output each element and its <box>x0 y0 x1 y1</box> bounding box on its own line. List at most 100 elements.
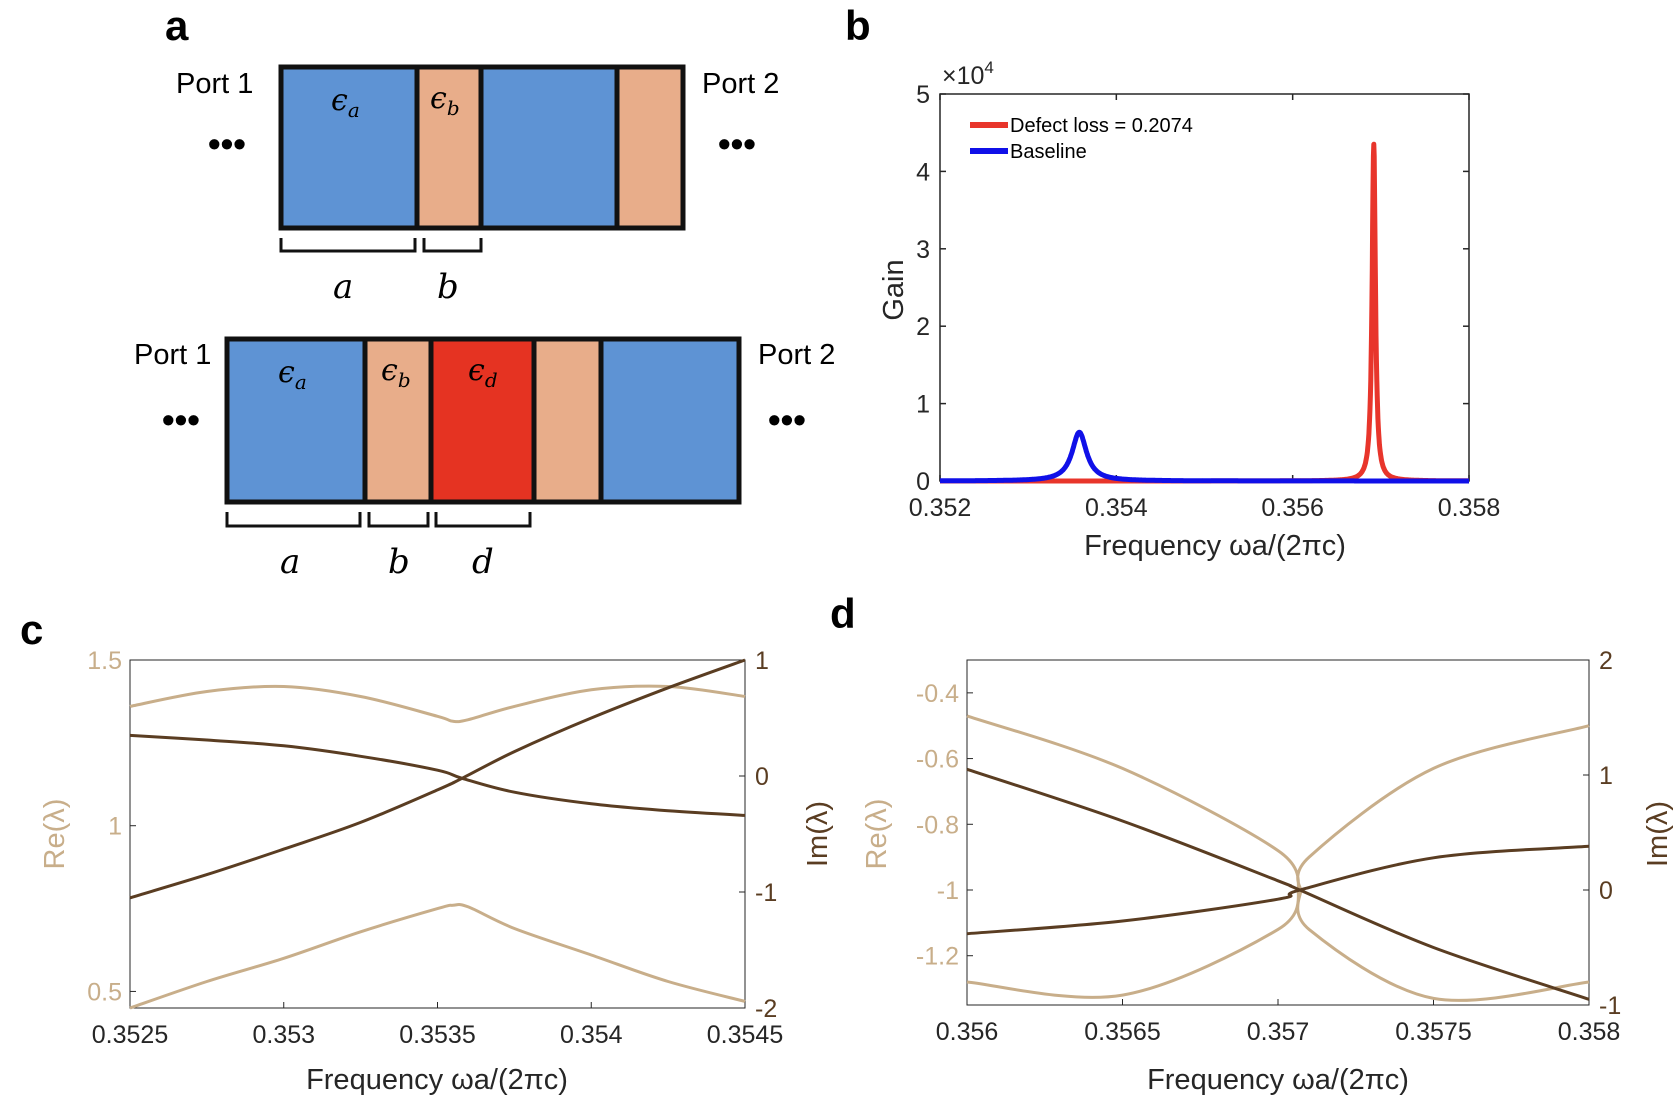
chart-c-ytick-right-label: -2 <box>755 995 777 1023</box>
chart-c-ytick-left-label: 0.5 <box>87 978 122 1006</box>
chart-d-ytick-right-label: -1 <box>1599 992 1621 1020</box>
panel-c: c 0.3525 0.353 0.3535 0.354 0.3545 0.5 1 1.5 -2 -… <box>20 606 834 1096</box>
layer-b-1-bottom <box>362 336 434 505</box>
bracket-a-bottom <box>225 512 362 528</box>
layer-a-2-top <box>478 64 620 231</box>
chart-d-re-series-1 <box>966 714 1590 892</box>
layer-b-2-bottom <box>531 336 604 505</box>
panel-b: b 0.352 0.354 0.356 0.358 0 1 2 3 4 5 ×104 Freque… <box>845 2 1500 562</box>
chart-d-im-series-2 <box>966 844 1590 936</box>
chart-d-ytick-left-label: -0.8 <box>916 811 959 839</box>
panel-a: a Port 1 Port 2 ••• ••• ϵa ϵb a b Port 1… <box>134 2 835 582</box>
chart-d-ylabel-right: Im(λ) <box>1642 801 1674 867</box>
layer-b-1-top <box>414 64 484 231</box>
dim-a-bottom: a <box>280 542 300 582</box>
bracket-d-bottom <box>434 512 532 528</box>
chart-b-series <box>937 141 1472 484</box>
panel-letter-d: d <box>830 590 856 637</box>
panel-letter-c: c <box>20 606 43 653</box>
chart-d-series <box>966 714 1590 1002</box>
chart-d-ylabel-left: Re(λ) <box>861 799 893 870</box>
chart-c-ytick-left-label: 1.5 <box>87 647 122 675</box>
chart-b-ylabel: Gain <box>878 259 910 320</box>
port-2-top-label: Port 2 <box>702 68 779 100</box>
chart-d-im-series-1 <box>966 767 1590 1001</box>
chart-d-xtick-label: 0.356 <box>936 1018 999 1046</box>
chart-c-ytick-right-label: 0 <box>755 763 769 791</box>
chart-c-axes-box <box>129 659 746 1009</box>
legend-label-defect: Defect loss = 0.2074 <box>1010 115 1193 137</box>
dots-right-top: ••• <box>718 123 756 164</box>
chart-d-ytick-left-label: -0.6 <box>916 746 959 774</box>
port-2-bottom-label: Port 2 <box>758 339 835 371</box>
chart-c-ytick-right-label: -1 <box>755 879 777 907</box>
chart-b-xtick-label: 0.358 <box>1438 494 1501 522</box>
chart-c-xtick-label: 0.354 <box>560 1021 623 1049</box>
dim-b-top: b <box>437 267 459 307</box>
chart-d-xtick-label: 0.358 <box>1558 1018 1621 1046</box>
chart-d-ytick-right-label: 2 <box>1599 647 1613 675</box>
dots-left-bottom: ••• <box>162 399 200 440</box>
chart-c-re-series-2 <box>129 903 746 1010</box>
chart-c-ytick-left-label: 1 <box>108 813 122 841</box>
chart-d-ytick-right-label: 0 <box>1599 877 1613 905</box>
eps-d-bottom: ϵd <box>468 353 498 392</box>
chart-c-series <box>129 658 746 1010</box>
chart-b-xtick-label: 0.354 <box>1085 494 1148 522</box>
chart-c-ylabel-left: Re(λ) <box>39 799 71 870</box>
chart-c-re-series-1 <box>129 684 746 724</box>
chart-c-xtick-label: 0.3545 <box>707 1021 783 1049</box>
bracket-b-top <box>422 238 483 253</box>
chart-b-exponent: ×104 <box>942 58 994 90</box>
chart-d-xtick-label: 0.3565 <box>1084 1018 1160 1046</box>
eps-a-bottom: ϵa <box>278 355 307 394</box>
chart-b-xtick-label: 0.356 <box>1261 494 1324 522</box>
panel-d: d 0.356 0.3565 0.357 0.3575 0.358 -0.4 -0.6 -0.… <box>830 590 1674 1096</box>
chart-c-xtick-label: 0.3535 <box>399 1021 475 1049</box>
chart-d-ytick-left-label: -0.4 <box>916 680 959 708</box>
chart-d-ytick-left-label: -1 <box>937 877 959 905</box>
dim-b-bottom: b <box>388 542 410 582</box>
chart-c-im-series-1 <box>129 733 746 817</box>
layer-a-1-top <box>278 64 420 231</box>
chart-d-xtick-label: 0.357 <box>1247 1018 1310 1046</box>
series-baseline <box>937 429 1472 484</box>
series-defect-loss <box>937 141 1472 484</box>
chart-b-ticks: 0.352 0.354 0.356 0.358 0 1 2 3 4 5 <box>909 81 1501 522</box>
chart-d-ytick-left-label: -1.2 <box>916 943 959 971</box>
layer-b-2-top <box>614 64 686 231</box>
chart-b-legend: Defect loss = 0.2074 Baseline <box>970 115 1193 163</box>
panel-letter-a: a <box>165 2 189 49</box>
port-1-top-label: Port 1 <box>176 68 253 100</box>
chart-d-ytick-right-label: 1 <box>1599 762 1613 790</box>
bracket-a-top <box>279 238 417 253</box>
eps-b-bottom: ϵb <box>381 353 411 392</box>
chart-b-ytick-label: 2 <box>916 313 930 341</box>
chart-d-axes-box <box>966 659 1590 1006</box>
port-1-bottom-label: Port 1 <box>134 339 211 371</box>
chart-b-ytick-label: 4 <box>916 158 930 186</box>
panel-letter-b: b <box>845 2 871 49</box>
dim-a-top: a <box>333 267 353 307</box>
eps-b-top: ϵb <box>430 81 460 120</box>
chart-d-xlabel: Frequency ωa/(2πc) <box>1147 1064 1409 1096</box>
chart-b-ytick-label: 5 <box>916 81 930 109</box>
chart-c-xtick-label: 0.353 <box>252 1021 315 1049</box>
structure-top: Port 1 Port 2 ••• ••• ϵa ϵb a b <box>176 64 779 307</box>
layer-d-bottom <box>428 336 537 505</box>
chart-b-ytick-label: 3 <box>916 236 930 264</box>
chart-b-ytick-label: 1 <box>916 391 930 419</box>
structure-bottom: Port 1 Port 2 ••• ••• ϵa ϵb ϵd a b d <box>134 336 835 582</box>
eps-a-top: ϵa <box>331 83 360 122</box>
chart-c-im-series-2 <box>129 658 746 900</box>
chart-b-ytick-label: 0 <box>916 468 930 496</box>
chart-c-ylabel-right: Im(λ) <box>802 801 834 867</box>
chart-b-xlabel: Frequency ωa/(2πc) <box>1084 530 1346 562</box>
dots-left-top: ••• <box>208 123 246 164</box>
chart-d-ticks: 0.356 0.3565 0.357 0.3575 0.358 -0.4 -0.6 -0.8 -… <box>916 647 1621 1046</box>
layer-a-1-bottom <box>224 336 368 505</box>
bracket-b-bottom <box>367 512 430 528</box>
chart-c-xlabel: Frequency ωa/(2πc) <box>306 1064 568 1096</box>
layer-a-2-bottom <box>598 336 742 505</box>
